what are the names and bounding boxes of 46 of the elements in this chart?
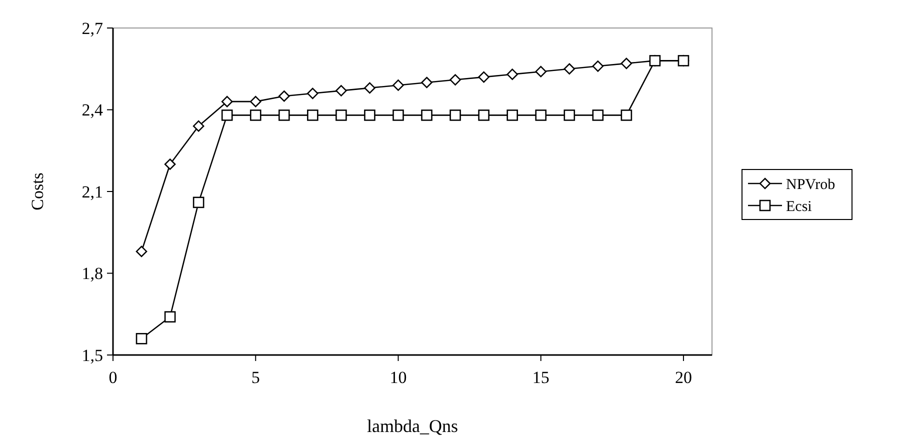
- point: [678, 55, 690, 66]
- y-tick-label: 2,4: [82, 100, 104, 120]
- point: [421, 110, 432, 121]
- point: [278, 110, 290, 121]
- point: [307, 88, 318, 100]
- x-axis-title: lambda_Qns: [367, 416, 458, 436]
- legend-label: Ecsi: [786, 198, 812, 215]
- x-tick-label: 10: [390, 368, 407, 387]
- point: [592, 60, 604, 72]
- point: [535, 110, 547, 121]
- x-tick-label: 15: [532, 368, 550, 387]
- point: [620, 110, 632, 121]
- point: [278, 90, 290, 102]
- y-tick-label: 2,7: [82, 18, 104, 38]
- point: [478, 71, 490, 83]
- legend-label: NPVrob: [786, 176, 836, 193]
- point: [535, 66, 547, 78]
- point: [450, 110, 461, 121]
- point: [564, 110, 576, 121]
- point: [221, 110, 233, 121]
- point: [392, 110, 404, 121]
- point: [392, 80, 404, 91]
- point: [649, 55, 661, 66]
- point: [307, 110, 318, 121]
- point: [250, 110, 262, 121]
- x-tick-label: 0: [108, 368, 118, 387]
- point: [450, 74, 461, 86]
- y-tick-label: 2,1: [82, 182, 103, 202]
- point: [421, 76, 432, 88]
- point: [192, 196, 204, 208]
- point: [136, 333, 148, 344]
- point: [592, 110, 604, 121]
- x-tick-label: 20: [674, 368, 692, 387]
- point: [336, 110, 347, 121]
- x-tick-label: 5: [251, 368, 260, 387]
- point: [478, 110, 490, 121]
- point: [564, 63, 576, 75]
- point: [250, 96, 262, 108]
- point: [164, 158, 176, 170]
- y-axis-title: Costs: [28, 172, 47, 210]
- y-tick-label: 1,5: [82, 346, 103, 365]
- point: [164, 311, 176, 322]
- point: [364, 110, 376, 121]
- y-tick-label: 1,8: [82, 264, 103, 284]
- point: [364, 82, 376, 94]
- point: [506, 110, 518, 121]
